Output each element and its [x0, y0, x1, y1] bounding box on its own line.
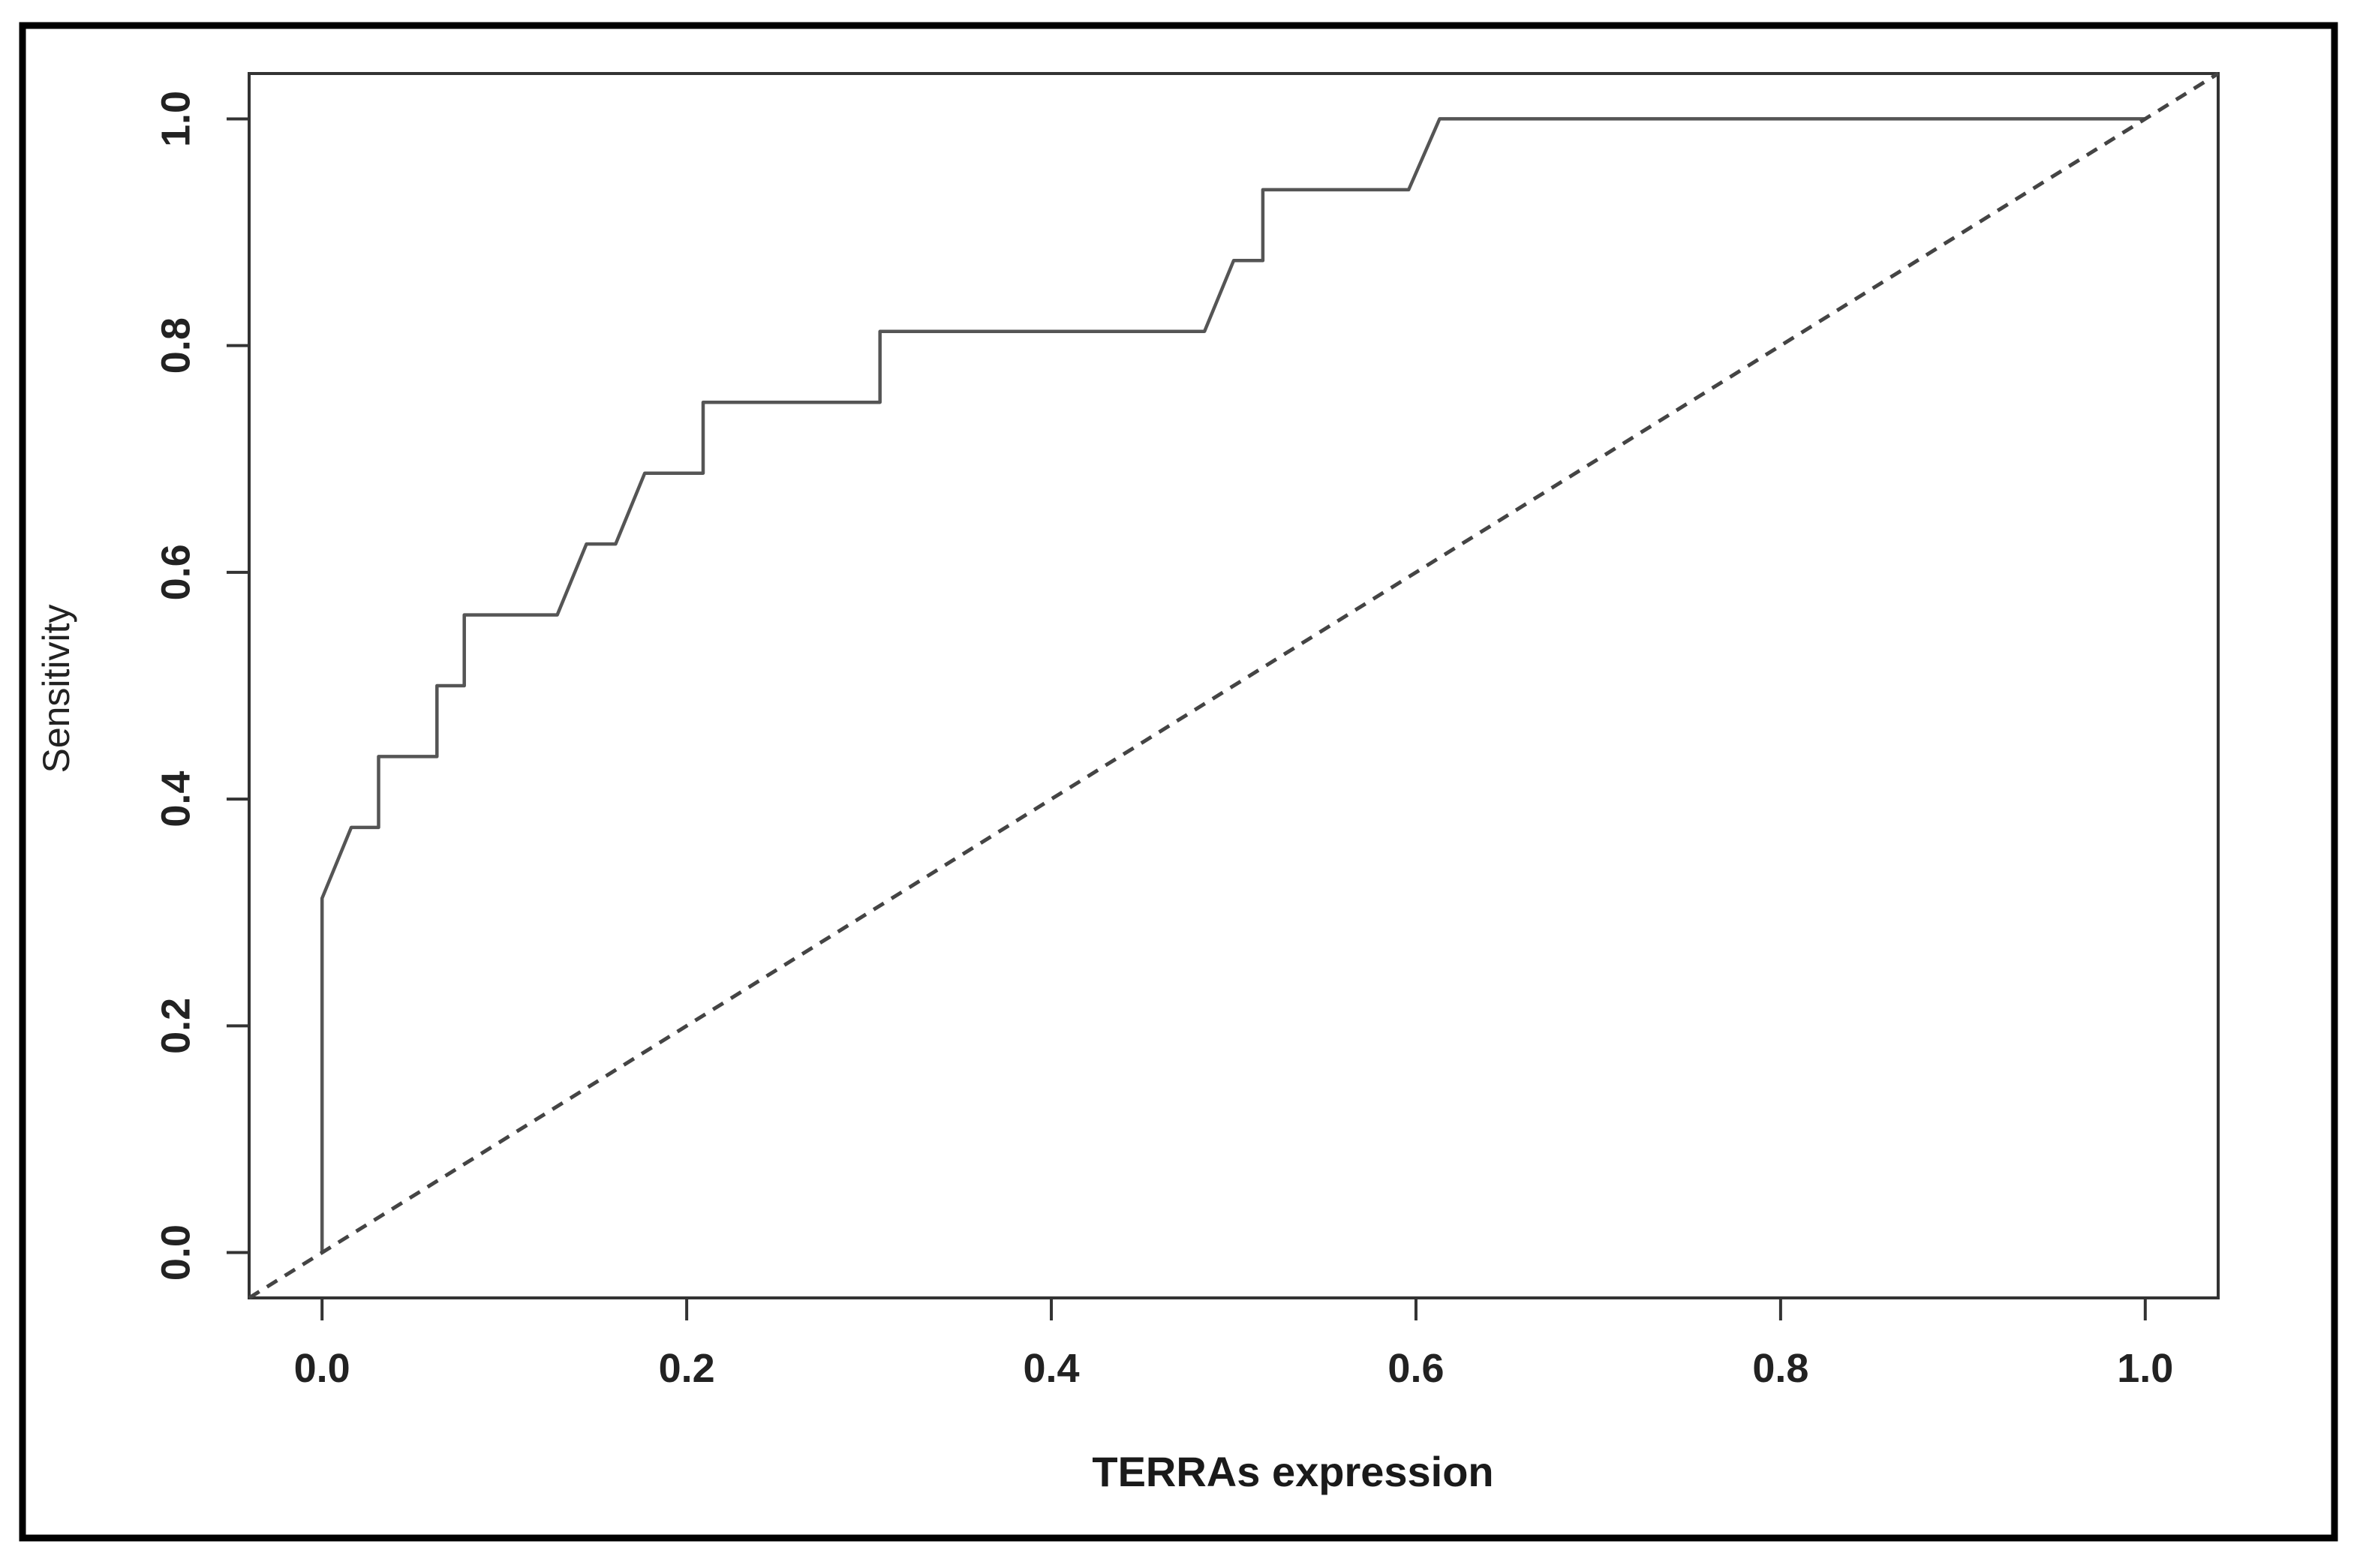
x-tick-label: 0.2	[659, 1346, 715, 1391]
y-tick-label: 1.0	[153, 91, 198, 147]
y-axis: 0.0 0.2 0.4 0.6 0.8 1.0	[153, 91, 251, 1281]
x-tick-label: 0.0	[294, 1346, 350, 1391]
series-layer	[248, 71, 2220, 1300]
y-tick-label: 0.6	[153, 544, 198, 600]
reference-diagonal-line	[248, 71, 2220, 1300]
x-tick-label: 0.4	[1023, 1346, 1079, 1391]
x-tick-label: 1.0	[2117, 1346, 2173, 1391]
x-tick-label: 0.8	[1752, 1346, 1808, 1391]
outer-border	[19, 22, 2338, 1542]
y-tick-label: 0.4	[153, 771, 198, 828]
y-tick-label: 0.8	[153, 317, 198, 374]
x-axis-title: TERRAs expression	[1092, 1448, 1493, 1495]
y-axis-title: Sensitivity	[35, 604, 77, 773]
x-axis: 0.0 0.2 0.4 0.6 0.8 1.0	[294, 1296, 2173, 1391]
y-tick-label: 0.0	[153, 1224, 198, 1281]
y-tick-label: 0.2	[153, 998, 198, 1054]
roc-curve-line	[320, 117, 2145, 1253]
x-tick-label: 0.6	[1387, 1346, 1444, 1391]
